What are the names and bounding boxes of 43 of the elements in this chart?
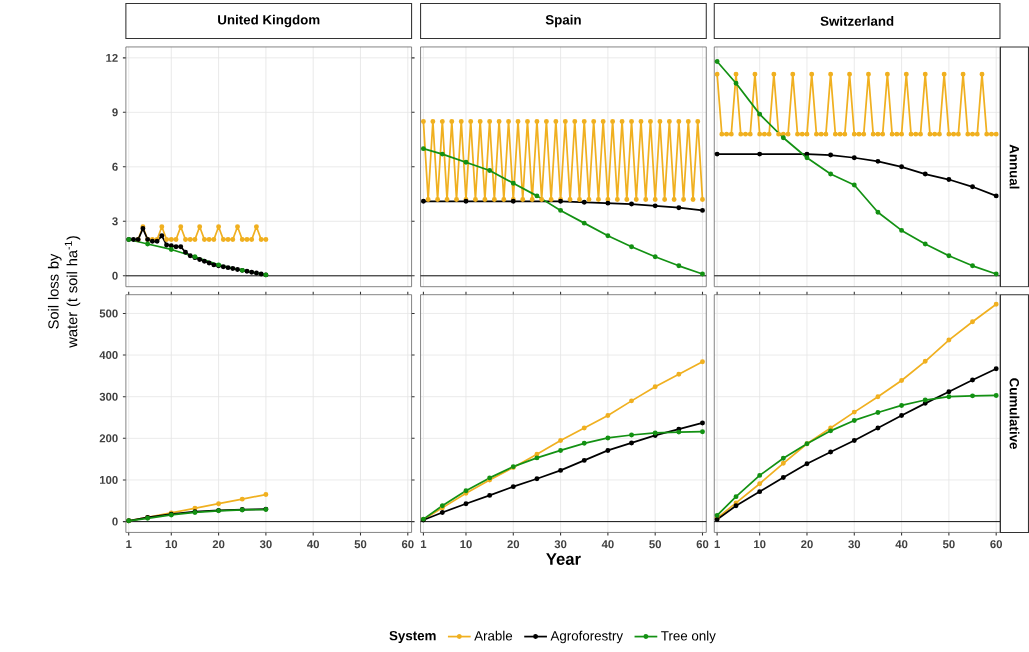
y-tick-label: 200 (99, 434, 118, 443)
x-tick-label: 60 (990, 539, 1003, 548)
x-tick-label: 20 (507, 539, 520, 548)
legend-title: System (389, 630, 436, 643)
x-tick-label: 60 (401, 539, 414, 548)
y-tick-label: 0 (112, 271, 118, 280)
x-tick-label: 40 (307, 539, 320, 548)
y2-axis-title: Annual (1009, 144, 1020, 189)
y-tick-label: 3 (112, 217, 118, 226)
x-axis-title: Year (546, 553, 581, 565)
y-axis-title: Soil loss by water (t soil ha$^{-1}$) (47, 236, 81, 348)
x-tick-label: 40 (895, 539, 908, 548)
x-tick-label: 50 (354, 539, 367, 548)
y-tick-label: 100 (100, 475, 118, 484)
chart-title: Switzerland (820, 15, 894, 26)
y-tick-label: 500 (99, 309, 118, 318)
y2-axis-title: Cumulative (1009, 378, 1020, 449)
chart-title: Spain (545, 14, 581, 27)
x-tick-label: 10 (754, 539, 766, 548)
legend-label: Arable (474, 630, 513, 641)
y-tick-label: 300 (99, 392, 118, 401)
y-tick-label: 400 (99, 350, 118, 359)
x-tick-label: 30 (554, 539, 567, 549)
x-tick-label: 20 (212, 539, 225, 548)
x-tick-label: 1 (420, 539, 427, 548)
x-tick-label: 10 (165, 539, 178, 548)
x-tick-label: 40 (601, 539, 614, 548)
x-tick-label: 10 (460, 539, 472, 548)
legend-label: Tree only (661, 630, 716, 644)
y-tick-label: 12 (106, 53, 118, 62)
x-tick-label: 20 (801, 539, 813, 548)
x-tick-label: 1 (714, 539, 720, 548)
x-tick-label: 50 (649, 539, 662, 548)
x-tick-label: 50 (942, 539, 955, 548)
x-tick-label: 30 (259, 539, 272, 549)
y-tick-label: 9 (112, 108, 118, 117)
y-tick-label: 0 (112, 517, 118, 526)
x-tick-label: 30 (848, 539, 861, 549)
x-tick-label: 1 (126, 539, 132, 548)
y-tick-label: 6 (112, 162, 118, 171)
chart-title: United Kingdom (218, 14, 320, 28)
x-tick-label: 60 (696, 539, 709, 548)
legend-label: Agroforestry (550, 630, 624, 643)
